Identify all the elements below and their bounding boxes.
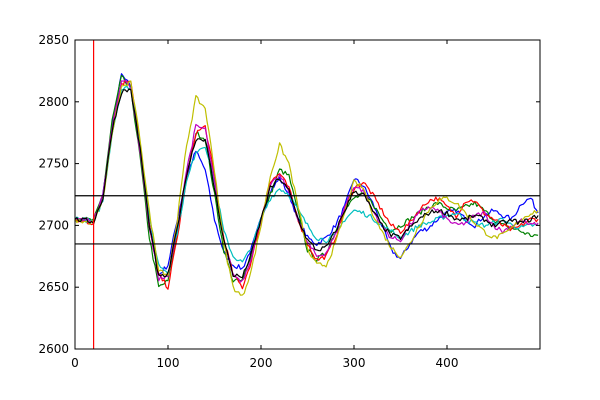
y-tick-label: 2650 xyxy=(38,280,69,294)
y-tick-label: 2850 xyxy=(38,33,69,47)
axis-ticks xyxy=(74,39,540,350)
series-line-2 xyxy=(74,74,539,288)
series-line-7 xyxy=(74,88,539,279)
x-tick-label: 300 xyxy=(343,356,366,370)
y-tick-label: 2800 xyxy=(38,95,69,109)
x-tick-label: 100 xyxy=(157,356,180,370)
tick-labels: 0 100 200 300 400 2600 2650 2700 2750 2800 2850 xyxy=(38,33,458,370)
series-line-5 xyxy=(74,79,539,283)
y-tick-label: 2700 xyxy=(38,218,69,232)
y-tick-label: 2600 xyxy=(38,342,69,356)
x-tick-label: 400 xyxy=(436,356,459,370)
x-tick-label: 0 xyxy=(71,356,79,370)
series-lines xyxy=(74,73,539,296)
x-tick-label: 200 xyxy=(250,356,273,370)
reference-lines xyxy=(75,40,540,349)
y-tick-label: 2750 xyxy=(38,157,69,171)
plot-frame xyxy=(74,39,541,350)
